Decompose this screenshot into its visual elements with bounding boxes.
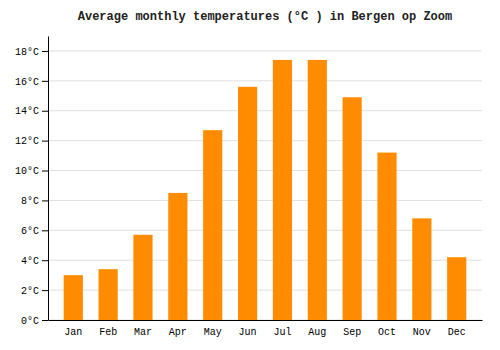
bar bbox=[168, 193, 187, 320]
y-tick-mark bbox=[42, 111, 48, 112]
y-tick: 8°C bbox=[21, 196, 48, 207]
bar bbox=[412, 218, 431, 320]
x-tick: May bbox=[204, 327, 222, 338]
x-tick: Apr bbox=[169, 327, 187, 338]
grid-line bbox=[48, 200, 482, 201]
grid bbox=[48, 51, 482, 320]
y-axis: 0°C 2°C 4°C 6°C 8°C 10°C 12°C 14°C 16°C 18°C bbox=[15, 37, 49, 327]
x-tick-label: Jun bbox=[239, 327, 257, 338]
chart: 0°C 2°C 4°C 6°C 8°C 10°C 12°C 14°C 16°C 18°C Jan Fe… bbox=[0, 0, 500, 350]
bar bbox=[447, 257, 466, 320]
x-tick-label: Aug bbox=[308, 327, 326, 338]
x-tick-label: Jul bbox=[273, 327, 291, 338]
y-tick-label: 0°C bbox=[21, 316, 39, 327]
x-tick-label: Apr bbox=[169, 327, 187, 338]
y-tick-label: 4°C bbox=[21, 256, 39, 267]
x-tick: Oct bbox=[378, 327, 396, 338]
y-tick-label: 6°C bbox=[21, 226, 39, 237]
y-tick-mark bbox=[42, 81, 48, 82]
grid-line bbox=[48, 80, 482, 81]
y-tick: 6°C bbox=[21, 226, 48, 237]
x-tick: Sep bbox=[343, 327, 361, 338]
x-tick: Jan bbox=[64, 327, 82, 338]
x-tick: Jul bbox=[273, 327, 291, 338]
y-tick-mark bbox=[42, 230, 48, 231]
x-tick: Feb bbox=[99, 327, 117, 338]
x-axis: Jan Feb Mar Apr May Jun Jul Aug Sep Oct Nov Dec bbox=[49, 321, 483, 339]
x-tick-label: Nov bbox=[413, 327, 431, 338]
y-tick: 14°C bbox=[15, 106, 48, 117]
y-tick: 4°C bbox=[21, 256, 48, 267]
y-tick-mark bbox=[42, 290, 48, 291]
x-tick: Jun bbox=[239, 327, 257, 338]
grid-line bbox=[48, 50, 482, 51]
x-tick-label: May bbox=[204, 327, 222, 338]
x-tick-label: Sep bbox=[343, 327, 361, 338]
y-tick-label: 10°C bbox=[15, 166, 39, 177]
grid-line bbox=[48, 170, 482, 171]
bar bbox=[308, 60, 327, 320]
y-tick-mark bbox=[42, 51, 48, 52]
y-tick: 10°C bbox=[15, 166, 48, 177]
y-tick-mark bbox=[42, 200, 48, 201]
x-tick-label: Oct bbox=[378, 327, 396, 338]
y-tick: 16°C bbox=[15, 77, 48, 88]
y-tick-mark bbox=[42, 171, 48, 172]
x-tick-label: Mar bbox=[134, 327, 152, 338]
bars bbox=[64, 60, 467, 320]
x-axis-line bbox=[49, 320, 483, 321]
y-tick-label: 2°C bbox=[21, 286, 39, 297]
bar bbox=[273, 60, 292, 320]
x-tick: Aug bbox=[308, 327, 326, 338]
x-tick: Mar bbox=[134, 327, 152, 338]
x-tick: Dec bbox=[448, 327, 466, 338]
y-tick: 2°C bbox=[21, 286, 48, 297]
y-tick-mark bbox=[42, 320, 48, 321]
x-tick-label: Feb bbox=[99, 327, 117, 338]
y-tick-label: 12°C bbox=[15, 136, 39, 147]
grid-line bbox=[48, 110, 482, 111]
bar bbox=[99, 269, 118, 320]
y-tick-label: 8°C bbox=[21, 196, 39, 207]
x-tick: Nov bbox=[413, 327, 431, 338]
y-tick: 12°C bbox=[15, 136, 48, 147]
bar bbox=[377, 153, 396, 320]
bar bbox=[133, 235, 152, 320]
bar bbox=[343, 97, 362, 320]
grid-line bbox=[48, 140, 482, 141]
y-tick-mark bbox=[42, 141, 48, 142]
y-tick: 18°C bbox=[15, 47, 48, 58]
bar bbox=[203, 130, 222, 320]
y-tick-mark bbox=[42, 260, 48, 261]
x-tick-label: Jan bbox=[64, 327, 82, 338]
bar bbox=[64, 275, 83, 320]
bar bbox=[238, 87, 257, 320]
y-tick-label: 14°C bbox=[15, 106, 39, 117]
y-tick: 0°C bbox=[21, 316, 48, 327]
title: Average monthly temperatures (°C ) in Be… bbox=[78, 10, 452, 24]
y-tick-label: 18°C bbox=[15, 47, 39, 58]
x-tick-label: Dec bbox=[448, 327, 466, 338]
y-axis-line bbox=[48, 37, 49, 321]
y-tick-label: 16°C bbox=[15, 77, 39, 88]
